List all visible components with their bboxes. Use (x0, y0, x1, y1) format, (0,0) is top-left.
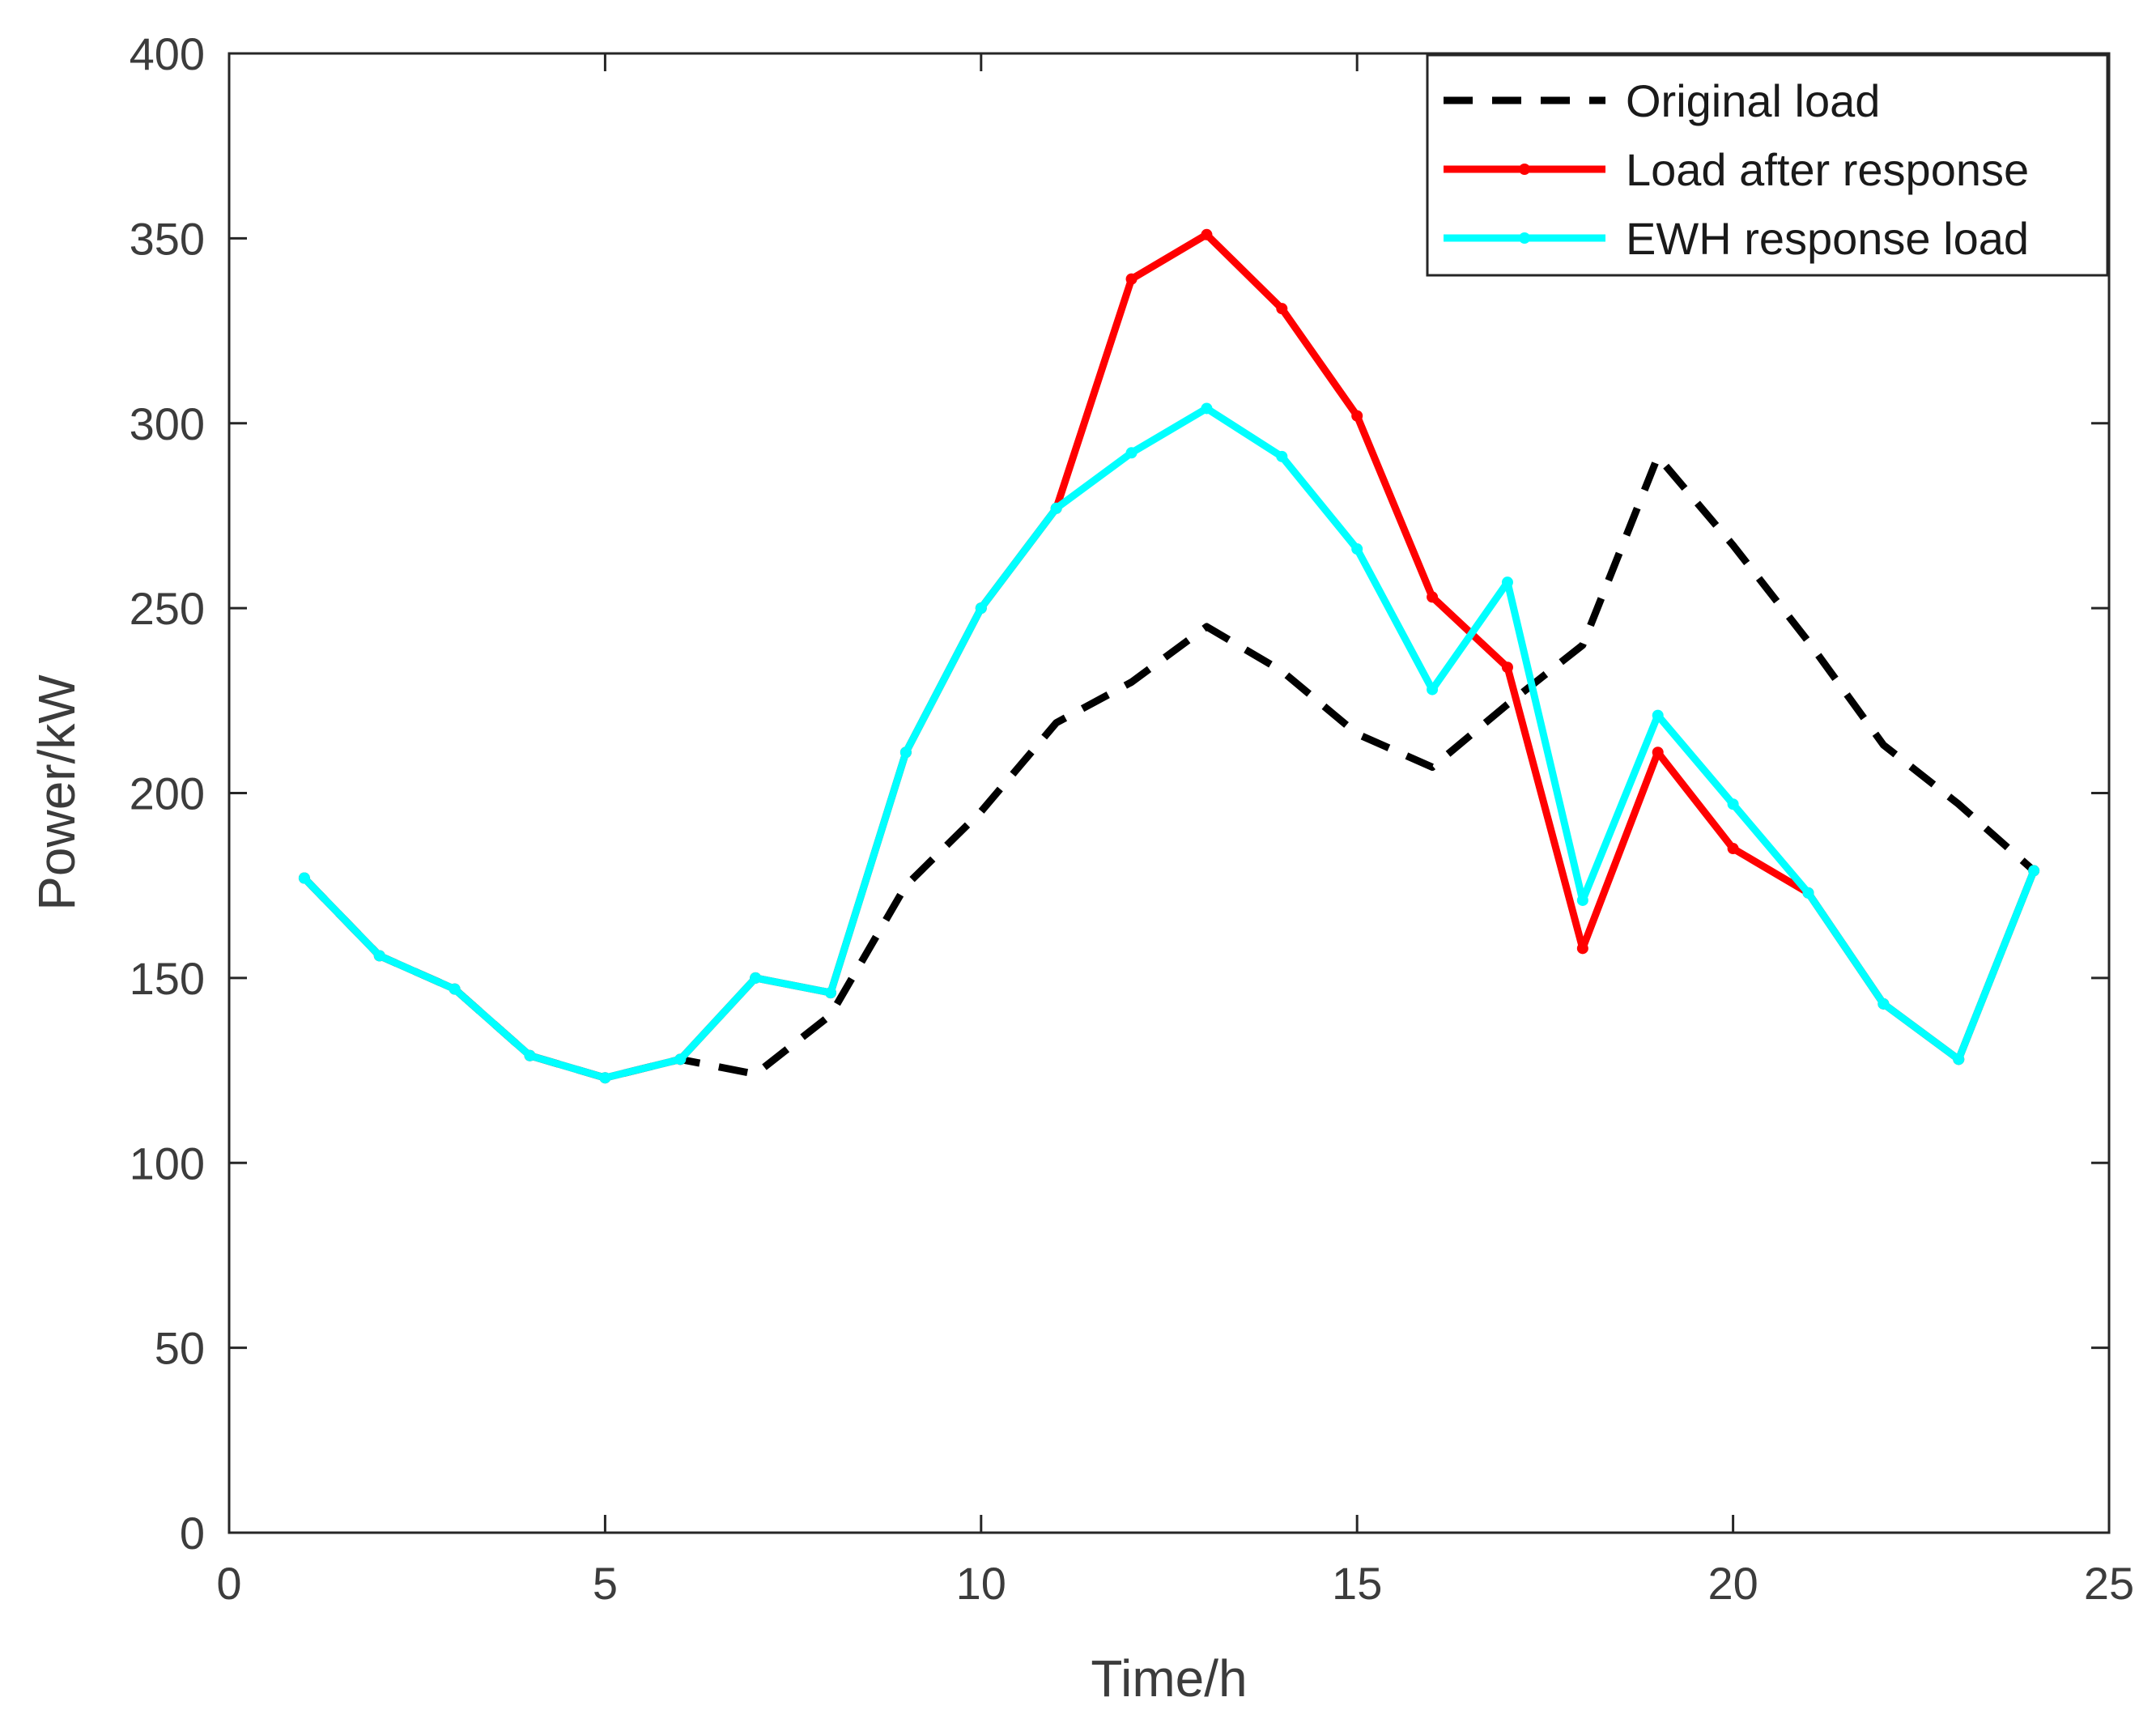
x-tick-label: 15 (1332, 1558, 1382, 1609)
legend-marker-2 (1519, 232, 1530, 244)
series-2-point (750, 972, 762, 984)
y-tick-label: 200 (130, 768, 205, 819)
series-2-point (1652, 709, 1664, 721)
series-2-point (524, 1049, 536, 1061)
legend-marker-1 (1519, 164, 1530, 175)
series-2-point (1125, 447, 1138, 459)
series-2-point (449, 983, 461, 995)
series-2-point (373, 950, 385, 962)
series-2-point (1050, 502, 1062, 514)
series-layer (298, 228, 2040, 1084)
series-line-2 (300, 405, 2038, 1082)
legend-label-0: Original load (1626, 75, 1880, 126)
series-1-point (1201, 228, 1213, 240)
series-2-point (1802, 887, 1814, 899)
y-tick-label: 400 (130, 28, 205, 79)
x-tick-label: 10 (956, 1558, 1006, 1609)
series-1-point (1427, 591, 1439, 603)
series-1-point (1125, 273, 1138, 285)
series-2-point (1427, 683, 1439, 695)
series-2-point (674, 1053, 687, 1066)
series-1-point (1727, 843, 1739, 855)
y-tick-label: 100 (130, 1138, 205, 1189)
series-1-point (1501, 661, 1513, 674)
series-2-point (599, 1072, 611, 1084)
series-2-point (825, 987, 837, 999)
x-tick-label: 5 (593, 1558, 618, 1609)
y-tick-label: 250 (130, 583, 205, 634)
legend: Original load Load after response EWH resp… (1426, 53, 2109, 277)
legend-label-1: Load after response (1626, 144, 2029, 195)
series-2-point (1576, 894, 1588, 906)
x-tick-label: 20 (1707, 1558, 1758, 1609)
series-2-point (975, 602, 987, 615)
series-2-point (2028, 865, 2040, 877)
series-1-point (1276, 303, 1288, 315)
series-2-point (1953, 1053, 1965, 1066)
series-2-point (1276, 450, 1288, 462)
series-1-point (1576, 942, 1588, 955)
y-tick-label: 150 (130, 953, 205, 1004)
series-2-point (899, 747, 912, 759)
x-tick-label: 0 (216, 1558, 241, 1609)
x-tick-label: 25 (2084, 1558, 2134, 1609)
series-2-point (1727, 798, 1739, 810)
legend-label-2: EWH response load (1626, 213, 2029, 264)
y-axis-title: Power/kW (28, 674, 86, 911)
x-axis-title: Time/h (1091, 1649, 1247, 1708)
series-1-point (1351, 410, 1363, 422)
series-1-point (1652, 747, 1664, 759)
y-tick-label: 0 (180, 1508, 205, 1559)
y-tick-label: 300 (130, 398, 205, 449)
series-2-point (1877, 997, 1890, 1010)
y-tick-label: 50 (155, 1323, 205, 1374)
series-2-point (1501, 576, 1513, 589)
y-tick-label: 350 (130, 213, 205, 264)
series-2-point (1201, 402, 1213, 415)
series-2-point (1351, 543, 1363, 555)
series-2-point (298, 872, 310, 884)
plot-frame (228, 52, 2111, 1534)
